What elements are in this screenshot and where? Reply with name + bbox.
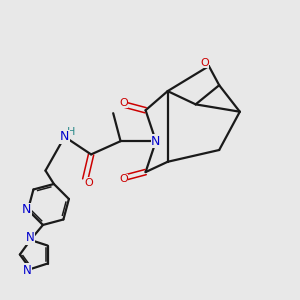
Text: N: N xyxy=(26,231,35,244)
Text: N: N xyxy=(23,264,32,277)
Text: N: N xyxy=(60,130,69,143)
Text: O: O xyxy=(200,58,209,68)
Text: O: O xyxy=(119,98,128,108)
Text: O: O xyxy=(84,178,93,188)
Text: H: H xyxy=(67,127,75,137)
Text: N: N xyxy=(22,203,31,217)
Text: O: O xyxy=(119,174,128,184)
Text: N: N xyxy=(151,135,160,148)
